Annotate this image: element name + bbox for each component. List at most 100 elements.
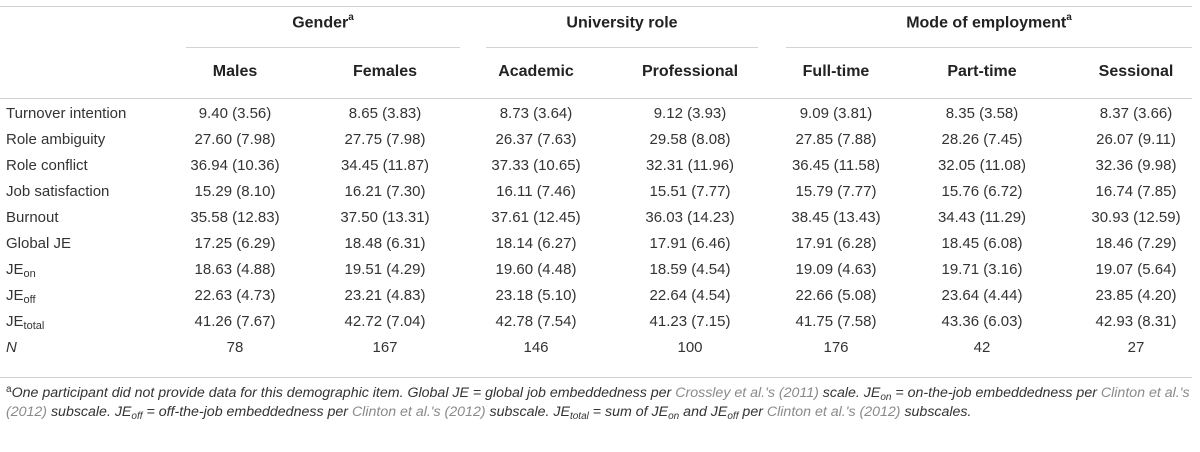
group-header-mode-of-employment: Mode of employmenta	[906, 12, 1072, 32]
table-cell: 19.07 (5.64)	[1095, 261, 1177, 278]
table-bottom-rule	[0, 377, 1192, 378]
table-cell: 9.09 (3.81)	[799, 105, 873, 122]
table-cell: 27.60 (7.98)	[194, 131, 276, 148]
table-cell: 41.75 (7.58)	[795, 313, 877, 330]
table-cell: 37.61 (12.45)	[491, 209, 581, 226]
citation-link[interactable]: Clinton et al.'s (2012)	[351, 404, 486, 420]
group-rule-mode-of-employment	[786, 47, 1192, 48]
table-cell: 28.26 (7.45)	[941, 131, 1023, 148]
footnote-subscript: on	[668, 411, 680, 422]
footnote-subscript: on	[880, 392, 892, 403]
table-cell: 167	[372, 339, 398, 356]
table-cell: 146	[523, 339, 549, 356]
table-cell: 19.60 (4.48)	[495, 261, 577, 278]
citation-link[interactable]: Clinton et al.'s (2012)	[766, 404, 901, 420]
table-row: JEon 18.63 (4.88) 19.51 (4.29) 19.60 (4.48)…	[0, 257, 1200, 283]
group-rule-university-role	[486, 47, 758, 48]
table-cell: 15.51 (7.77)	[649, 183, 731, 200]
footnote-text: subscales.	[900, 404, 972, 420]
table-cell: 19.09 (4.63)	[795, 261, 877, 278]
row-label: JEtotal	[6, 313, 45, 332]
footnote-text: = on-the-job embeddedness per	[891, 385, 1101, 401]
table-cell: 23.21 (4.83)	[344, 287, 426, 304]
group-header-gender: Gendera	[292, 12, 354, 32]
table-row: JEoff 22.63 (4.73) 23.21 (4.83) 23.18 (5.10…	[0, 283, 1200, 309]
column-header-males: Males	[212, 63, 258, 80]
table-cell: 22.64 (4.54)	[649, 287, 731, 304]
column-header-females: Females	[352, 63, 418, 80]
table-cell: 42	[973, 339, 991, 356]
table-cell: 18.63 (4.88)	[194, 261, 276, 278]
table-cell: 8.37 (3.66)	[1099, 105, 1173, 122]
citation-link[interactable]: Clinton et al.'s (2012)	[6, 385, 1190, 420]
footnote-text: subscale. JE	[47, 404, 132, 420]
table-cell: 8.35 (3.58)	[945, 105, 1019, 122]
footnote-text: and JE	[679, 404, 728, 420]
group-header-university-role: University role	[566, 14, 678, 32]
row-label: Job satisfaction	[6, 183, 110, 200]
footnote-text: scale. JE	[818, 385, 881, 401]
table-cell: 29.58 (8.08)	[649, 131, 731, 148]
footnote-subscript: total	[569, 411, 589, 422]
column-header-full-time: Full-time	[802, 63, 870, 80]
table-cell: 15.29 (8.10)	[194, 183, 276, 200]
table-top-rule	[0, 6, 1192, 7]
column-header-part-time: Part-time	[947, 63, 1017, 80]
row-label: N	[6, 339, 17, 356]
footnote-mark: a	[6, 384, 12, 395]
table-cell: 32.36 (9.98)	[1095, 157, 1177, 174]
table-cell: 37.50 (13.31)	[340, 209, 430, 226]
table-cell: 34.43 (11.29)	[937, 209, 1027, 226]
table-row: N 78 167 146 100 176 42 27	[0, 335, 1200, 361]
table-cell: 9.40 (3.56)	[198, 105, 272, 122]
row-label: Turnover intention	[6, 105, 127, 122]
table-cell: 17.91 (6.46)	[649, 235, 731, 252]
table-cell: 23.18 (5.10)	[495, 287, 577, 304]
table-cell: 18.59 (4.54)	[649, 261, 731, 278]
table-cell: 16.74 (7.85)	[1095, 183, 1177, 200]
footnote-text: subscale. JE	[485, 404, 570, 420]
table-cell: 36.03 (14.23)	[645, 209, 735, 226]
table-cell: 43.36 (6.03)	[941, 313, 1023, 330]
table-cell: 41.23 (7.15)	[649, 313, 731, 330]
table-cell: 27.85 (7.88)	[795, 131, 877, 148]
table-cell: 36.45 (11.58)	[791, 157, 881, 174]
table-cell: 23.85 (4.20)	[1095, 287, 1177, 304]
table-row: Role ambiguity 27.60 (7.98) 27.75 (7.98) 26…	[0, 127, 1200, 153]
table-cell: 32.05 (11.08)	[937, 157, 1027, 174]
table-cell: 22.63 (4.73)	[194, 287, 276, 304]
table-cell: 41.26 (7.67)	[194, 313, 276, 330]
table-cell: 15.76 (6.72)	[941, 183, 1023, 200]
table-row: JEtotal 41.26 (7.67) 42.72 (7.04) 42.78 (7.…	[0, 309, 1200, 335]
row-label: Global JE	[6, 235, 72, 252]
table-footnote: aOne participant did not provide data fo…	[6, 384, 1192, 422]
row-label: JEon	[6, 261, 36, 280]
table-cell: 42.72 (7.04)	[344, 313, 426, 330]
column-header-sessional: Sessional	[1098, 63, 1174, 80]
table-cell: 18.46 (7.29)	[1095, 235, 1177, 252]
table-cell: 18.48 (6.31)	[344, 235, 426, 252]
group-rule-gender	[186, 47, 460, 48]
table-cell: 17.25 (6.29)	[194, 235, 276, 252]
table-cell: 18.14 (6.27)	[495, 235, 577, 252]
table-cell: 35.58 (12.83)	[190, 209, 280, 226]
table-cell: 37.33 (10.65)	[491, 157, 581, 174]
table-cell: 17.91 (6.28)	[795, 235, 877, 252]
footnote-subscript: off	[727, 411, 739, 422]
table-row: Job satisfaction 15.29 (8.10) 16.21 (7.30)…	[0, 179, 1200, 205]
table-cell: 38.45 (13.43)	[791, 209, 881, 226]
table-cell: 176	[823, 339, 849, 356]
footnote-text: = off-the-job embeddedness per	[142, 404, 352, 420]
table-cell: 27	[1127, 339, 1145, 356]
table-cell: 32.31 (11.96)	[645, 157, 735, 174]
citation-link[interactable]: Crossley et al.'s (2011)	[675, 385, 819, 401]
column-header-academic: Academic	[498, 63, 574, 80]
table-cell: 36.94 (10.36)	[190, 157, 280, 174]
table-row: Global JE 17.25 (6.29) 18.48 (6.31) 18.14 (…	[0, 231, 1200, 257]
table-cell: 22.66 (5.08)	[795, 287, 877, 304]
row-label: Role ambiguity	[6, 131, 106, 148]
footnote-subscript: off	[131, 411, 143, 422]
table-cell: 15.79 (7.77)	[795, 183, 877, 200]
table-cell: 23.64 (4.44)	[941, 287, 1023, 304]
table-cell: 42.93 (8.31)	[1095, 313, 1177, 330]
